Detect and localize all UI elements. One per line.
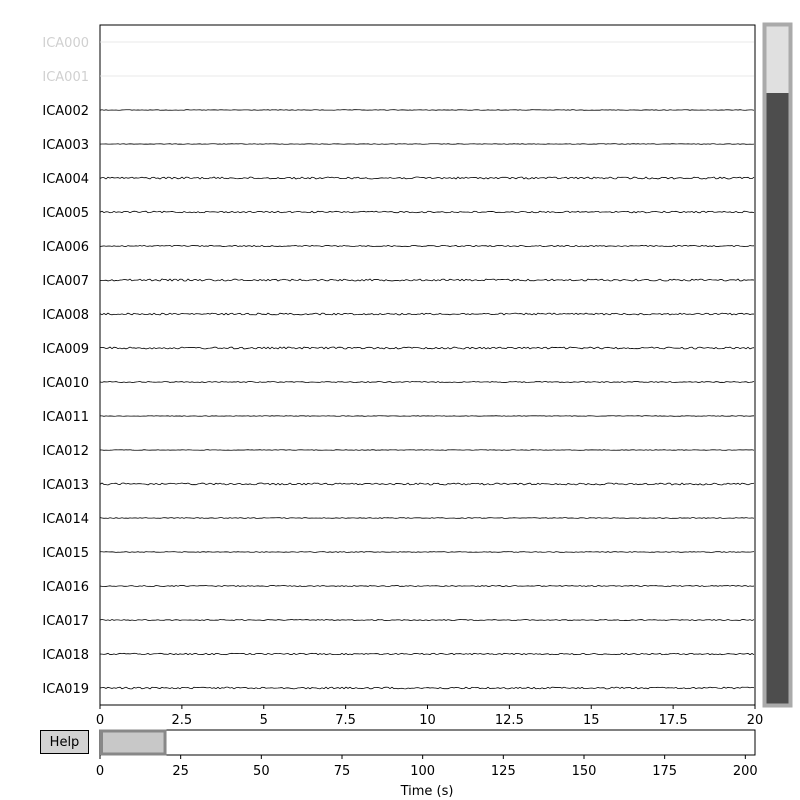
channel-scrollbar-top-section[interactable] bbox=[765, 25, 790, 93]
channel-label[interactable]: ICA003 bbox=[42, 138, 89, 153]
main-xtick-label: 0 bbox=[96, 713, 104, 728]
overview-xlabel: Time (s) bbox=[400, 784, 454, 799]
main-xtick-label: 7.5 bbox=[335, 713, 356, 728]
overview-xtick-label: 150 bbox=[572, 764, 597, 779]
main-xtick-label: 12.5 bbox=[495, 713, 524, 728]
overview-xtick-label: 125 bbox=[491, 764, 516, 779]
overview-xtick-label: 0 bbox=[96, 764, 104, 779]
overview-xtick-label: 50 bbox=[253, 764, 270, 779]
overview-xtick-label: 25 bbox=[172, 764, 189, 779]
overview-xtick-label: 200 bbox=[733, 764, 758, 779]
help-button[interactable]: Help bbox=[40, 730, 89, 754]
channel-label-group: ICA000 ICA001 ICA002 ICA003 ICA004 ICA005 ICA0… bbox=[42, 36, 89, 697]
overview-xtick-group: 0 25 50 75 100 125 150 175 200 bbox=[96, 755, 758, 779]
trace-ica006[interactable] bbox=[99, 244, 755, 248]
trace-ica011[interactable] bbox=[99, 415, 755, 417]
channel-label[interactable]: ICA008 bbox=[42, 308, 89, 323]
channel-scrollbar-border bbox=[762, 22, 793, 708]
channel-label[interactable]: ICA018 bbox=[42, 648, 89, 663]
channel-label[interactable]: ICA001 bbox=[42, 70, 89, 85]
channel-label[interactable]: ICA017 bbox=[42, 614, 89, 629]
trace-ica018[interactable] bbox=[99, 652, 755, 656]
channel-label[interactable]: ICA019 bbox=[42, 682, 89, 697]
main-xtick-label: 15 bbox=[583, 713, 600, 728]
trace-ica009[interactable] bbox=[99, 346, 755, 350]
main-xtick-group: 0 2.5 5 7.5 10 12.5 15 17.5 20 bbox=[96, 705, 763, 728]
channel-label[interactable]: ICA010 bbox=[42, 376, 89, 391]
main-plot-axes[interactable] bbox=[99, 24, 756, 706]
trace-ica015[interactable] bbox=[99, 551, 755, 553]
main-xtick-label: 20 bbox=[747, 713, 764, 728]
trace-ica005[interactable] bbox=[99, 210, 755, 214]
overview-xtick-label: 100 bbox=[410, 764, 435, 779]
trace-ica014[interactable] bbox=[99, 517, 755, 519]
channel-label[interactable]: ICA000 bbox=[42, 36, 89, 51]
channel-label[interactable]: ICA015 bbox=[42, 546, 89, 561]
channel-label[interactable]: ICA014 bbox=[42, 512, 89, 527]
channel-label[interactable]: ICA005 bbox=[42, 206, 89, 221]
channel-label[interactable]: ICA012 bbox=[42, 444, 89, 459]
time-window-selector[interactable] bbox=[100, 729, 167, 756]
trace-ica002[interactable] bbox=[99, 109, 755, 111]
channel-label[interactable]: ICA013 bbox=[42, 478, 89, 493]
overview-xtick-label: 175 bbox=[652, 764, 677, 779]
trace-ica016[interactable] bbox=[99, 585, 755, 587]
channel-label[interactable]: ICA006 bbox=[42, 240, 89, 255]
main-xtick-label: 2.5 bbox=[172, 713, 193, 728]
trace-ica004[interactable] bbox=[99, 176, 755, 180]
trace-ica013[interactable] bbox=[99, 482, 755, 486]
overview-xtick-label: 75 bbox=[334, 764, 351, 779]
trace-ica019[interactable] bbox=[99, 686, 755, 690]
channel-label[interactable]: ICA002 bbox=[42, 104, 89, 119]
trace-ica017[interactable] bbox=[99, 619, 755, 621]
channel-label[interactable]: ICA007 bbox=[42, 274, 89, 289]
main-xtick-label: 17.5 bbox=[659, 713, 688, 728]
trace-ica007[interactable] bbox=[99, 278, 755, 282]
channel-scrollbar-thumb[interactable] bbox=[765, 93, 790, 705]
trace-ica003[interactable] bbox=[99, 143, 755, 145]
channel-label[interactable]: ICA016 bbox=[42, 580, 89, 595]
trace-ica010[interactable] bbox=[99, 381, 755, 383]
trace-ica008[interactable] bbox=[99, 312, 755, 316]
trace-ica012[interactable] bbox=[99, 449, 755, 451]
main-xtick-label: 5 bbox=[260, 713, 268, 728]
channel-label[interactable]: ICA004 bbox=[42, 172, 89, 187]
trace-group bbox=[99, 41, 755, 690]
channel-label[interactable]: ICA009 bbox=[42, 342, 89, 357]
main-xtick-label: 10 bbox=[419, 713, 436, 728]
channel-label[interactable]: ICA011 bbox=[42, 410, 89, 425]
overview-axes[interactable] bbox=[99, 729, 756, 756]
